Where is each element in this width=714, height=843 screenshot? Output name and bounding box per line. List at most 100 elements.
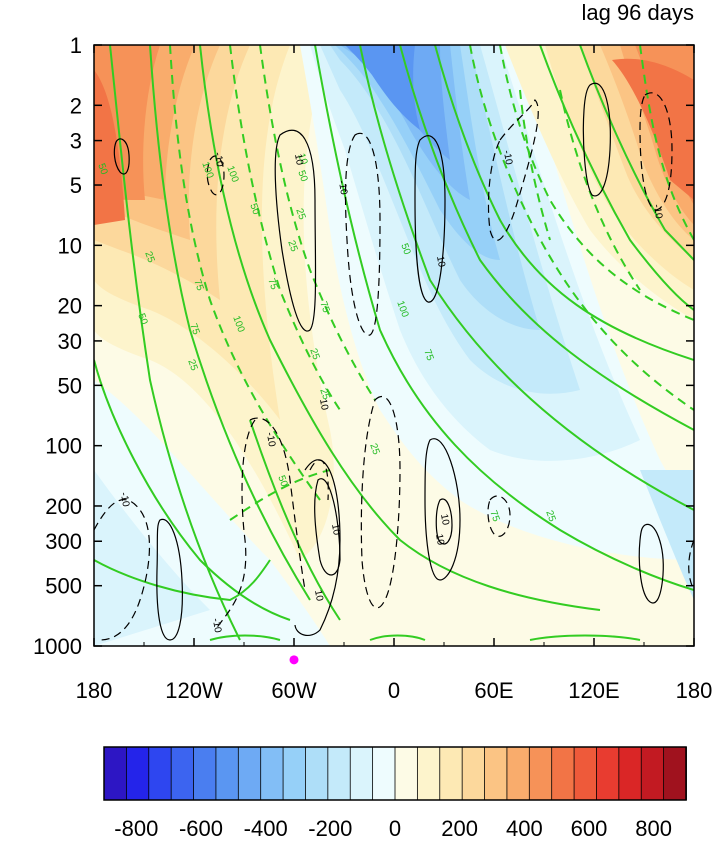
black-contour-label: -10	[264, 431, 277, 448]
x-tick-label: 180	[676, 678, 713, 703]
colorbar-swatch	[573, 746, 598, 801]
black-contour-label: 10	[312, 589, 325, 602]
black-contour-label: -10	[212, 151, 225, 168]
colorbar-swatch	[349, 746, 374, 801]
colorbar-swatch	[125, 746, 150, 801]
chart-title: lag 96 days	[581, 0, 694, 25]
colorbar-swatch	[461, 746, 486, 801]
green-contour-label: 25	[285, 239, 299, 254]
y-axis: 1 2 3 5 10 20 30 50 100 200 300 500 1000	[33, 33, 694, 659]
black-contour-label: 10	[317, 398, 330, 411]
black-contour-label: 10	[329, 523, 342, 536]
black-contour-label: -10	[118, 491, 131, 508]
x-tick-label: 0	[388, 678, 400, 703]
x-tick-label: 60E	[474, 678, 513, 703]
colorbar-swatch	[416, 746, 441, 801]
colorbar-swatch	[148, 746, 173, 801]
colorbar-swatch	[327, 746, 352, 801]
colorbar-swatch	[528, 746, 553, 801]
colorbar-swatch	[596, 746, 620, 801]
colorbar-swatch	[215, 746, 240, 801]
colorbar-swatch	[618, 746, 643, 801]
black-contour-label: -10	[651, 203, 664, 220]
x-axis: 180 120W 60W 0 60E 120E 180	[76, 45, 713, 703]
x-tick-label: 120W	[165, 678, 223, 703]
x-tick-label: 120E	[568, 678, 619, 703]
colorbar-tick-label: -400	[244, 816, 288, 838]
green-contour-label: 50	[275, 474, 289, 489]
y-tick-label: 20	[58, 294, 82, 319]
black-contour-label: 10	[438, 513, 451, 526]
y-tick-label: 30	[58, 329, 82, 354]
x-tick-label: 60W	[271, 678, 316, 703]
colorbar-swatch	[506, 746, 531, 801]
y-tick-label: 300	[45, 529, 82, 554]
green-contour-label: 25	[307, 347, 321, 362]
green-contour-label: 25	[293, 207, 307, 222]
green-contour-label: 25	[367, 442, 381, 457]
y-tick-label: 1	[70, 33, 82, 58]
colorbar: -800 -600 -400 -200 0 200 400 600 800	[103, 746, 687, 841]
green-contour-label: 75	[421, 348, 435, 363]
colorbar-swatch	[237, 746, 262, 801]
black-contours	[113, 82, 664, 641]
green-contour-label: 50	[247, 202, 261, 217]
black-contour-label: 10	[433, 533, 446, 546]
colorbar-tick-label: 800	[635, 816, 672, 838]
colorbar-swatch	[260, 746, 284, 801]
colorbar-swatch	[484, 746, 508, 801]
green-contour-label: 50	[398, 242, 412, 257]
colorbar-swatch	[439, 746, 464, 801]
colorbar-tick-label: -600	[179, 816, 223, 838]
black-contour-label: -10	[210, 617, 223, 634]
colorbar-swatch	[193, 746, 217, 801]
green-dashed-contours	[169, 45, 694, 521]
colorbar-tick-label: 200	[441, 816, 478, 838]
black-contour-label: 10	[434, 255, 447, 268]
green-contour-label: 25	[317, 387, 331, 402]
colorbar-tick-label: 0	[389, 816, 401, 838]
green-contour-label: 75	[187, 322, 201, 337]
green-contour-label: 75	[487, 509, 501, 524]
colorbar-swatch	[394, 746, 419, 801]
y-tick-label: 200	[45, 494, 82, 519]
green-contour-label: 50	[135, 312, 149, 327]
x-tick-label: 180	[76, 678, 113, 703]
green-contours	[94, 45, 694, 641]
y-tick-label: 500	[45, 574, 82, 599]
black-contour-label: 10	[292, 153, 305, 166]
green-contour-label: 25	[185, 358, 199, 373]
colorbar-swatch	[170, 746, 195, 801]
colorbar-swatch	[663, 746, 687, 801]
colorbar-tick-label: -800	[114, 816, 158, 838]
black-contour-label: -10	[336, 179, 349, 196]
y-tick-label: 10	[58, 233, 82, 258]
y-tick-label: 3	[70, 129, 82, 154]
location-marker	[289, 655, 299, 665]
green-contour-label: 50	[95, 162, 109, 177]
green-contour-label: 50	[295, 169, 309, 184]
green-contour-label: 25	[543, 509, 557, 524]
green-contour-label: 75	[191, 278, 205, 293]
green-contour-label: 25	[142, 250, 156, 265]
colorbar-swatch	[372, 746, 396, 801]
y-tick-label: 100	[45, 434, 82, 459]
black-contour-label: -10	[501, 149, 514, 166]
black-dashed-contours	[94, 92, 694, 641]
colorbar-tick-label: 400	[506, 816, 543, 838]
colorbar-tick-label: 600	[571, 816, 608, 838]
y-tick-label: 50	[58, 373, 82, 398]
green-contour-label: 75	[265, 277, 279, 292]
colorbar-tick-label: -200	[308, 816, 352, 838]
colorbar-swatch	[305, 746, 329, 801]
green-contour-label: 75	[317, 300, 331, 315]
y-tick-label: 2	[70, 93, 82, 118]
y-tick-label: 1000	[33, 634, 82, 659]
shaded-field	[94, 45, 694, 646]
colorbar-frame	[103, 746, 687, 801]
colorbar-swatch	[103, 746, 128, 801]
colorbar-swatch	[551, 746, 575, 801]
green-contour-label: 10	[295, 152, 309, 167]
